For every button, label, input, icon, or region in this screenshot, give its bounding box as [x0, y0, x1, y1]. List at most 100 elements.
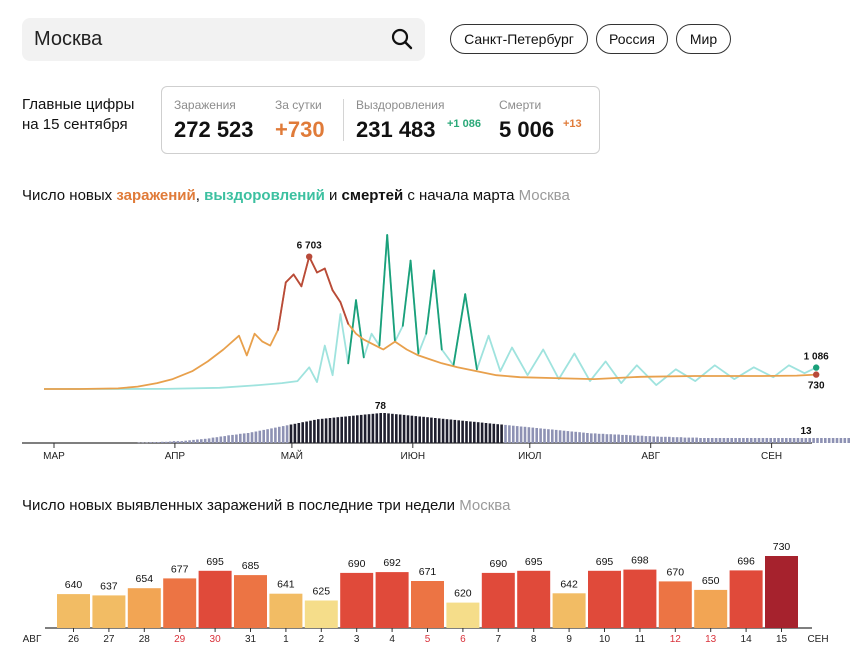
- deaths-bar: [239, 433, 242, 443]
- deaths-bar: [535, 428, 538, 443]
- deaths-bar: [551, 429, 554, 443]
- deaths-bar: [593, 433, 597, 443]
- deaths-bar: [434, 418, 437, 443]
- deaths-bar: [476, 422, 480, 443]
- deaths-bar: [363, 414, 367, 443]
- deaths-bar: [200, 439, 203, 443]
- bar-value-label: 690: [348, 558, 366, 570]
- deaths-bar: [215, 437, 219, 443]
- deaths-bar: [406, 415, 410, 443]
- infections-peak-dot: [306, 253, 313, 260]
- deaths-bar: [796, 438, 800, 443]
- deaths-bar: [437, 418, 441, 443]
- chart1-title-infections: заражений: [116, 187, 196, 204]
- day-bar: [375, 572, 409, 628]
- deaths-bar: [691, 437, 694, 443]
- deaths-bar: [172, 441, 176, 443]
- deaths-bar: [597, 433, 601, 443]
- deaths-bar: [461, 420, 464, 443]
- deaths-bar: [512, 425, 515, 443]
- infections-peak-segment: [316, 267, 326, 274]
- deaths-bar: [153, 442, 156, 443]
- deaths-bar: [274, 427, 277, 443]
- deaths-bar: [320, 418, 324, 443]
- summary-card: Заражения 272 523 За сутки +730 Выздоров…: [161, 86, 600, 154]
- day-tick-label: 30: [210, 634, 222, 645]
- deaths-bar: [149, 442, 152, 443]
- day-bar: [588, 570, 621, 628]
- deaths-bar: [808, 438, 811, 443]
- deaths-bar: [539, 428, 542, 443]
- deaths-bar: [523, 426, 527, 443]
- daily-value: +730: [275, 117, 325, 142]
- infections-end-dot: [813, 371, 820, 378]
- search-input[interactable]: Москва: [34, 28, 103, 50]
- chip-saint-petersburg[interactable]: Санкт-Петербург: [450, 24, 588, 54]
- deaths-bar: [792, 438, 796, 443]
- day-tick-label: 6: [460, 634, 466, 645]
- deaths-bar: [527, 427, 531, 443]
- day-bar: [729, 570, 763, 628]
- bar-value-label: 698: [631, 555, 649, 567]
- deaths-bar: [207, 438, 211, 443]
- summary-label: Главные цифры на 15 сентября: [22, 95, 134, 135]
- day-tick-label: 28: [139, 634, 151, 645]
- deaths-label: Смерти: [499, 98, 542, 112]
- deaths-bar: [188, 440, 191, 443]
- deaths-bar: [371, 413, 375, 443]
- deaths-bar: [746, 438, 749, 443]
- day-tick-label: 3: [354, 634, 360, 645]
- day-tick-label: 1: [283, 634, 289, 645]
- deaths-bar: [570, 431, 574, 443]
- deaths-bar: [820, 438, 823, 443]
- deaths-bar: [379, 413, 382, 443]
- deaths-bar: [465, 421, 468, 443]
- deaths-bar: [710, 438, 714, 443]
- bar-value-label: 637: [100, 580, 118, 592]
- bar-value-label: 625: [313, 585, 331, 597]
- deaths-bar: [289, 424, 293, 443]
- bar-value-label: 696: [737, 555, 755, 567]
- deaths-bar: [824, 438, 827, 443]
- deaths-bar: [699, 438, 702, 443]
- deaths-bar: [332, 417, 336, 443]
- search-bar[interactable]: Москва: [22, 18, 425, 61]
- day-tick-label: 11: [635, 634, 646, 645]
- chip-world[interactable]: Мир: [676, 24, 731, 54]
- deaths-bar: [242, 433, 246, 443]
- day-bar: [658, 581, 692, 628]
- recovered-peak-segment: [425, 269, 435, 335]
- day-bar: [304, 600, 338, 628]
- search-icon[interactable]: [391, 28, 413, 50]
- bar-value-label: 640: [65, 579, 83, 591]
- infections-peak-segment: [300, 255, 311, 288]
- deaths-bar: [773, 438, 776, 443]
- deaths-bar: [738, 438, 741, 443]
- deaths-bar: [270, 428, 273, 443]
- chip-russia[interactable]: Россия: [596, 24, 668, 54]
- day-tick-label: 26: [68, 634, 80, 645]
- chart1: МАР АПР МАЙ ИЮН ИЮЛ АВГ СЕН 78 13 6 703 1 086 730: [22, 234, 850, 462]
- deaths-bar: [496, 424, 499, 443]
- deaths-bar: [211, 437, 215, 443]
- deaths-bar: [519, 426, 523, 443]
- month-label-aug: АВГ: [23, 634, 42, 645]
- recovered-peak-segment: [401, 259, 412, 327]
- deaths-bar: [500, 424, 503, 443]
- deaths-bar: [839, 438, 843, 443]
- deaths-bar: [605, 434, 609, 443]
- deaths-bar: [629, 435, 632, 443]
- chart1-title-recovered: выздоровлений: [204, 187, 325, 204]
- day-bar: [92, 595, 126, 628]
- deaths-bar: [430, 417, 433, 443]
- deaths-bar: [800, 438, 804, 443]
- deaths-bar: [656, 436, 659, 443]
- day-bar: [552, 593, 586, 628]
- day-bar: [411, 581, 444, 628]
- deaths-bar: [769, 438, 772, 443]
- day-tick-label: 14: [741, 634, 753, 645]
- x-tick-label: МАР: [43, 451, 65, 462]
- deaths-bar: [305, 421, 308, 443]
- deaths-bar: [453, 419, 457, 443]
- deaths-peak-label: 78: [375, 401, 387, 412]
